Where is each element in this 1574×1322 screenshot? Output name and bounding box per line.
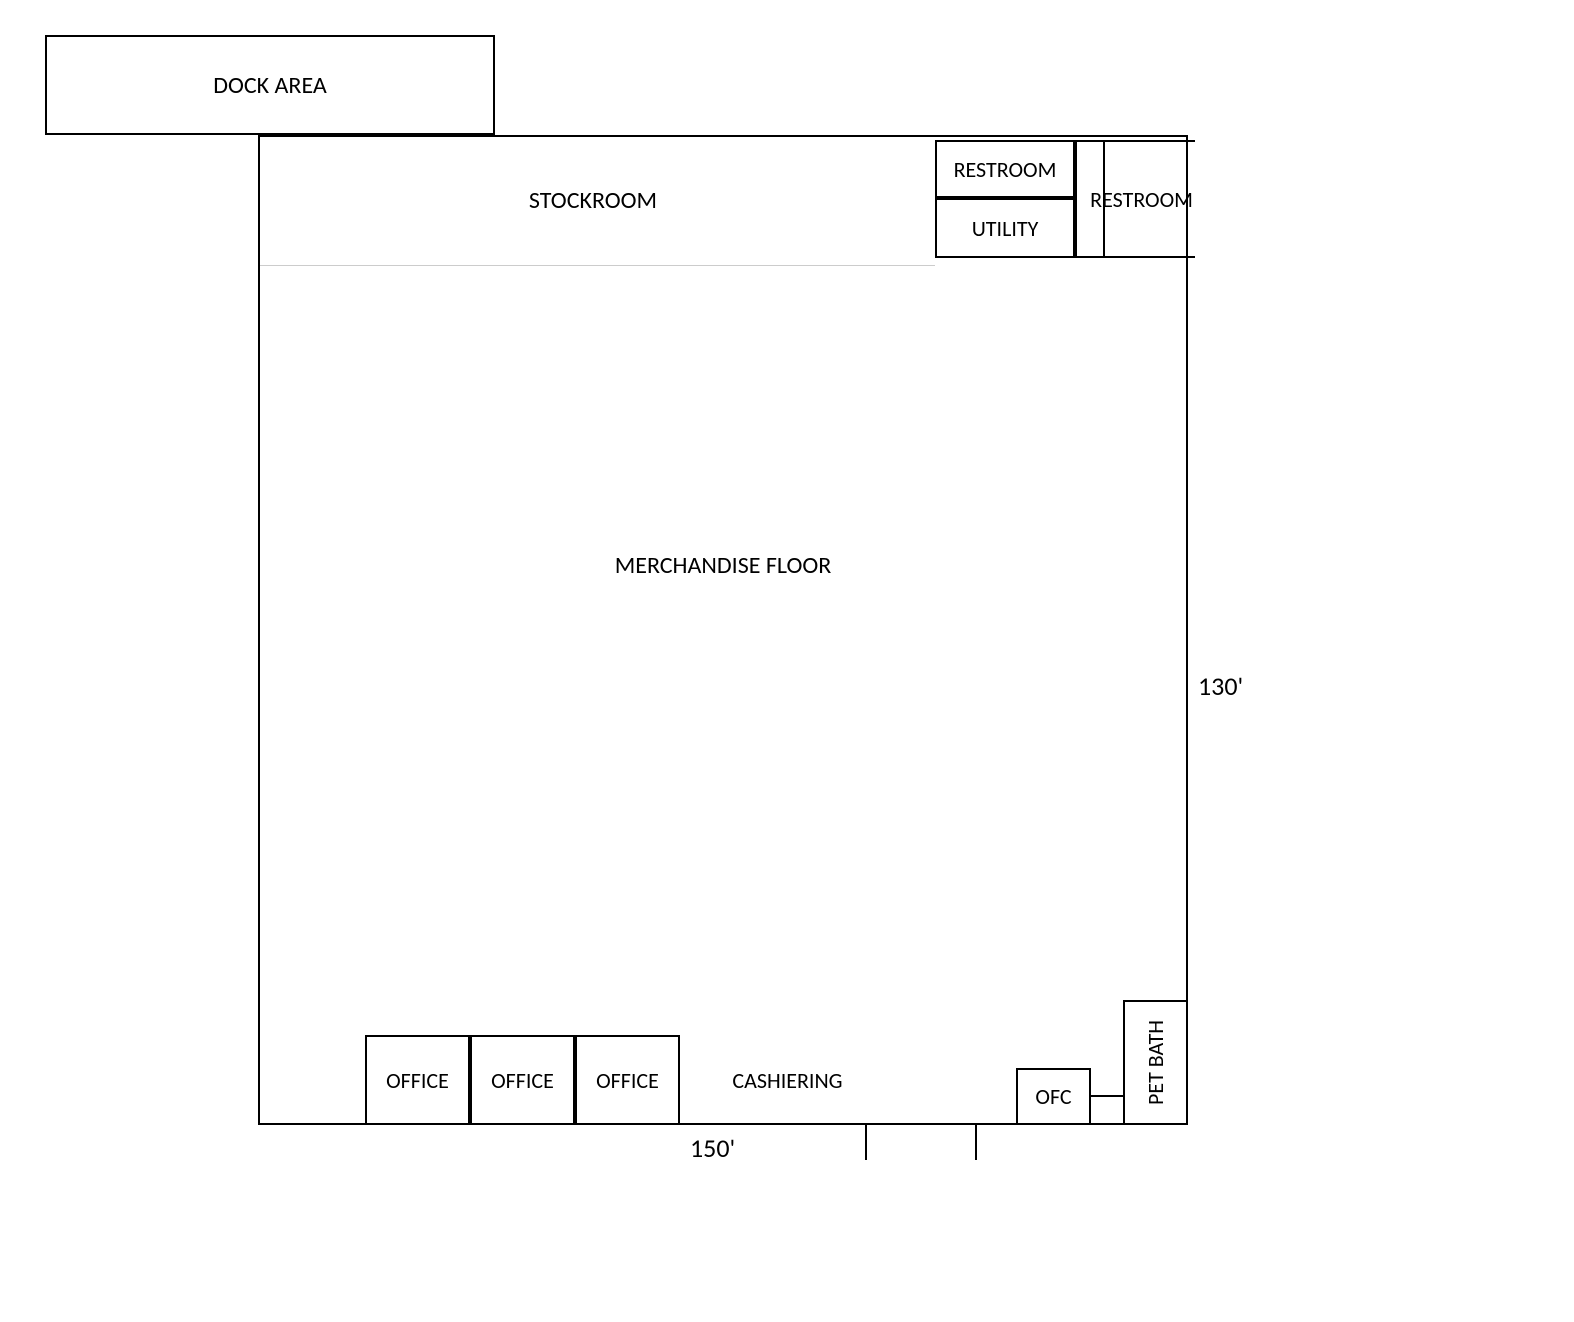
height-dimension: 130' [1198,670,1243,702]
cashiering-label: CASHIERING [732,1067,842,1094]
dock-area: DOCK AREA [45,35,495,135]
dock-area-label: DOCK AREA [213,71,327,100]
restroom-1: RESTROOM [935,140,1075,198]
pet-bath: PET BATH [1123,1000,1188,1125]
ofc: OFC [1016,1068,1091,1125]
width-dimension: 150' [690,1132,735,1164]
ofc-label: OFC [1035,1083,1071,1110]
ofc-connector [1091,1095,1123,1097]
utility: UTILITY [935,198,1075,258]
height-dimension-text: 130' [1198,670,1243,702]
tick-2 [975,1125,977,1160]
tick-1 [865,1125,867,1160]
utility-label: UTILITY [972,215,1039,242]
office-1: OFFICE [365,1035,470,1125]
restroom-1-label: RESTROOM [954,156,1057,183]
floorplan-canvas: DOCK AREA STOCKROOM RESTROOM UTILITY RES… [0,0,1574,1322]
office-1-label: OFFICE [386,1067,449,1094]
office-2: OFFICE [470,1035,575,1125]
merchandise-floor-label: MERCHANDISE FLOOR [615,551,832,580]
merchandise-floor: MERCHANDISE FLOOR [258,265,1188,865]
stockroom-label: STOCKROOM [529,186,657,215]
office-2-label: OFFICE [491,1067,554,1094]
office-3-label: OFFICE [596,1067,659,1094]
office-3: OFFICE [575,1035,680,1125]
stockroom: STOCKROOM [258,135,928,265]
pet-bath-label: PET BATH [1142,1020,1169,1105]
cashiering: CASHIERING [680,1035,895,1125]
width-dimension-text: 150' [690,1132,735,1164]
